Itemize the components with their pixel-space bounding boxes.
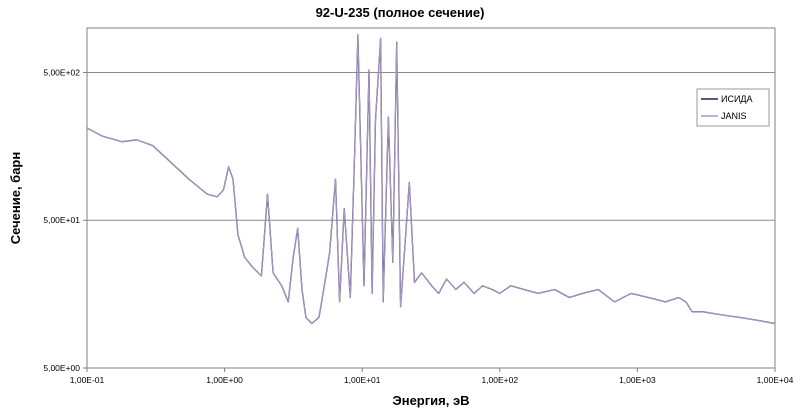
legend: ИСИДА JANIS	[696, 88, 770, 127]
plot-area-border	[86, 27, 776, 369]
x-tick-label-2: 1,00E+01	[344, 375, 381, 385]
x-tick-label-4: 1,00E+03	[619, 375, 656, 385]
chart-title: 92-U-235 (полное сечение)	[316, 5, 485, 20]
y-tick-label-2: 5,00E+02	[43, 67, 80, 77]
legend-label-janis: JANIS	[721, 111, 747, 121]
y-axis-label: Сечение, барн	[8, 152, 23, 244]
y-tick-label-0: 5,00E+00	[43, 363, 80, 373]
x-tick-label-0: 1,00E-01	[70, 375, 105, 385]
y-axis-ticks: 5,00E+00 5,00E+01 5,00E+02	[43, 67, 87, 373]
x-tick-label-1: 1,00E+00	[206, 375, 243, 385]
y-tick-label-1: 5,00E+01	[43, 215, 80, 225]
series-line-isida	[86, 34, 776, 325]
legend-label-isida: ИСИДА	[721, 94, 753, 104]
legend-box	[696, 88, 770, 127]
x-tick-label-3: 1,00E+02	[481, 375, 518, 385]
series-line-janis	[86, 34, 776, 325]
grid-lines	[87, 71, 775, 369]
x-axis-label: Энергия, эВ	[392, 393, 469, 408]
x-axis-ticks: 1,00E-01 1,00E+00 1,00E+01 1,00E+02 1,00E+03…	[70, 368, 794, 385]
x-tick-label-5: 1,00E+04	[757, 375, 794, 385]
series-layer	[86, 34, 776, 325]
